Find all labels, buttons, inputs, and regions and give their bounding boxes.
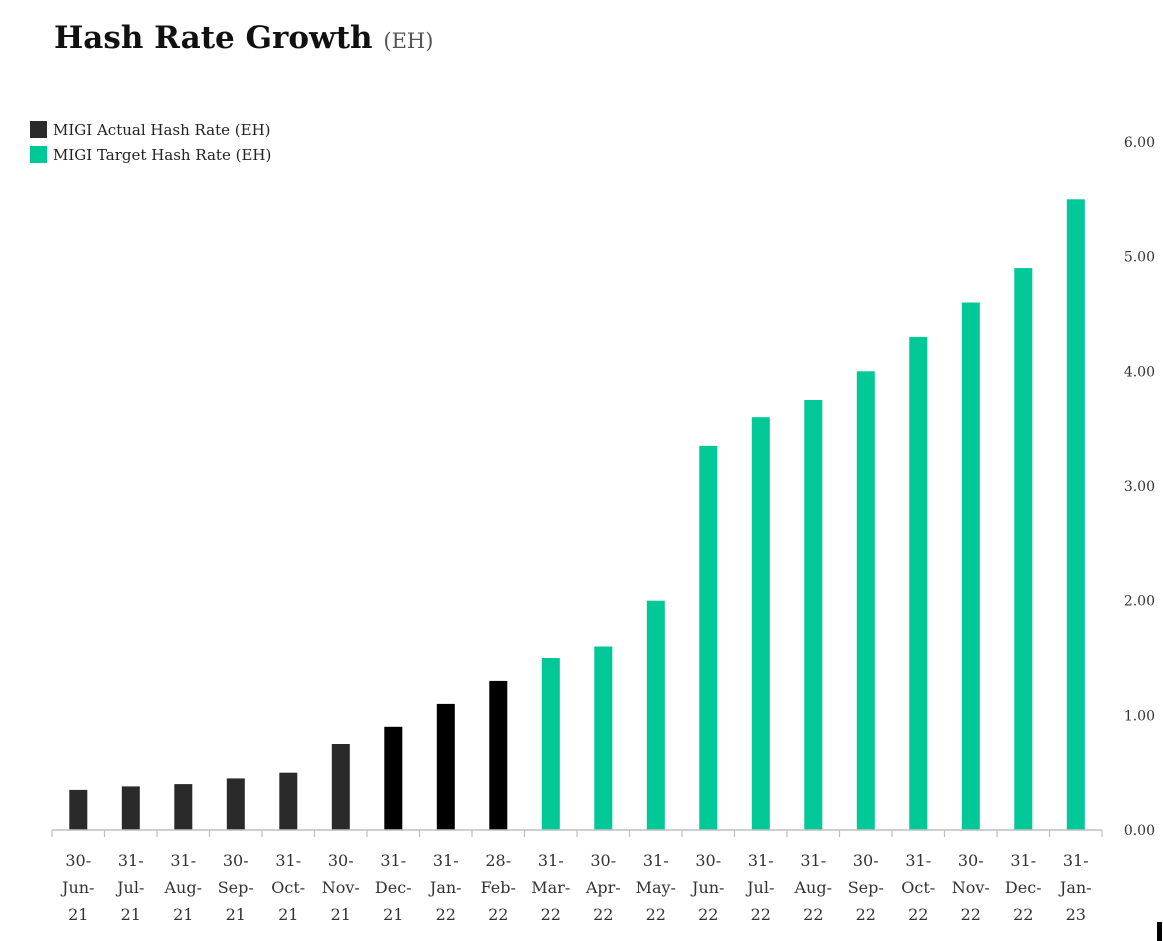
legend-label-target: MIGI Target Hash Rate (EH): [53, 145, 272, 164]
bar-actual: [279, 772, 298, 830]
bar-target: [699, 445, 718, 830]
bar-target: [751, 417, 770, 830]
x-tick-label: 31-Aug-22: [793, 851, 832, 924]
y-tick-label: 2.00: [1124, 594, 1155, 610]
bar-target: [856, 371, 875, 830]
bar-actual: [489, 680, 508, 830]
x-tick-label: 30-Sep-22: [848, 851, 884, 924]
x-tick-label: 31-Aug-21: [163, 851, 202, 924]
y-tick-label: 1.00: [1124, 708, 1155, 724]
x-tick-label: 30-Jun-22: [690, 851, 724, 924]
chart-title: Hash Rate Growth (EH): [54, 20, 433, 56]
bar-actual: [121, 786, 140, 830]
x-tick-label: 31-Jan-22: [428, 851, 462, 924]
chart-title-text: Hash Rate Growth: [54, 20, 373, 56]
y-tick-label: 0.00: [1124, 823, 1155, 839]
legend-label-actual: MIGI Actual Hash Rate (EH): [53, 120, 271, 139]
bar-actual: [174, 784, 193, 830]
bar-actual: [226, 778, 245, 830]
bar-target: [541, 658, 560, 830]
x-tick-label: 31-Dec-22: [1005, 851, 1042, 924]
bars-group: [69, 199, 1085, 831]
x-tick-label: 31-Oct-22: [901, 851, 935, 924]
bar-target: [1014, 268, 1033, 831]
bar-actual: [69, 789, 88, 830]
legend-item-actual: MIGI Actual Hash Rate (EH): [30, 117, 271, 142]
chart-title-unit: (EH): [383, 29, 434, 53]
x-tick-label: 30-Nov-22: [952, 851, 990, 924]
legend-item-target: MIGI Target Hash Rate (EH): [30, 142, 271, 167]
x-tick-label: 31-Jul-22: [745, 851, 774, 924]
x-axis: 30-Jun-21 31-Jul-21 31-Aug-21 30-Sep-21 31-O…: [51, 829, 1103, 924]
bar-actual: [384, 726, 403, 830]
edge-mark: [1157, 922, 1162, 941]
x-tick-label: 31-Mar-22: [531, 851, 570, 924]
x-tick-label: 28-Feb-22: [481, 851, 516, 924]
y-tick-label: 4.00: [1124, 364, 1155, 380]
x-tick-label: 30-Apr-22: [585, 851, 621, 924]
x-tick-label: 30-Sep-21: [218, 851, 254, 924]
legend-swatch-target: [30, 146, 47, 163]
bar-target: [594, 646, 613, 830]
bar-target: [1066, 199, 1085, 831]
bar-target: [909, 336, 928, 830]
y-tick-label: 6.00: [1124, 135, 1155, 151]
x-tick-label: 31-Oct-21: [271, 851, 305, 924]
bar-actual: [436, 703, 455, 830]
x-tick-label: 31-Jan-23: [1058, 851, 1092, 924]
y-tick-label: 5.00: [1124, 250, 1155, 266]
legend-swatch-actual: [30, 121, 47, 138]
x-tick-label: 31-Dec-21: [375, 851, 412, 924]
x-tick-label: 31-Jul-21: [115, 851, 144, 924]
x-tick-label: 31-May-22: [636, 851, 676, 924]
bar-actual: [331, 744, 350, 830]
bar-target: [646, 600, 665, 830]
y-axis: 0.00 1.00 2.00 3.00 4.00 5.00 6.00: [1124, 135, 1155, 839]
chart-legend: MIGI Actual Hash Rate (EH) MIGI Target H…: [30, 117, 271, 167]
bar-target: [804, 400, 823, 830]
y-tick-label: 3.00: [1124, 479, 1155, 495]
x-tick-label: 30-Nov-21: [322, 851, 360, 924]
bar-target: [961, 302, 980, 830]
x-tick-label: 30-Jun-21: [60, 851, 94, 924]
